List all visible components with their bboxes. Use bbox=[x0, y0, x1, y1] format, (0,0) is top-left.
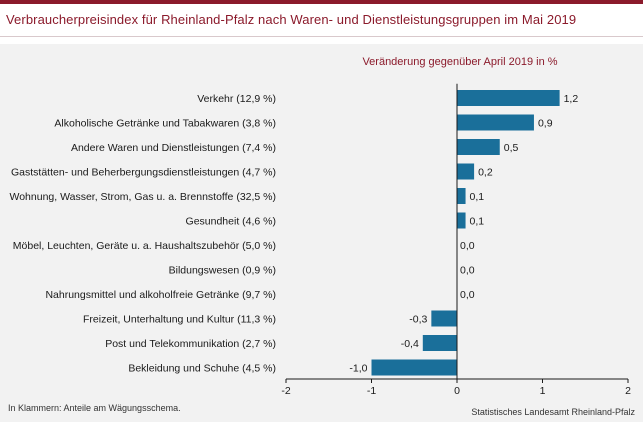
category-label: Möbel, Leuchten, Geräte u. a. Haushaltsz… bbox=[13, 240, 276, 252]
source-note: Statistisches Landesamt Rheinland-Pfalz bbox=[471, 407, 635, 417]
bar bbox=[457, 212, 466, 229]
x-tick-label: -2 bbox=[281, 385, 290, 397]
top-accent-line bbox=[0, 0, 643, 4]
data-label: 0,9 bbox=[538, 118, 553, 130]
chart-subtitle: Veränderung gegenüber April 2019 in % bbox=[362, 56, 558, 68]
data-label: 1,2 bbox=[564, 93, 579, 105]
category-label: Verkehr (12,9 %) bbox=[197, 93, 276, 105]
x-axis: -2 -1 0 1 2 bbox=[281, 83, 631, 397]
category-label: Bildungswesen (0,9 %) bbox=[169, 265, 276, 277]
category-label: Alkoholische Getränke und Tabakwaren (3,… bbox=[54, 118, 276, 130]
footnote: In Klammern: Anteile am Wägungsschema. bbox=[8, 403, 181, 413]
chart-panel bbox=[0, 44, 643, 422]
bar bbox=[457, 139, 500, 155]
x-tick-label: 1 bbox=[540, 385, 546, 397]
bar bbox=[457, 188, 466, 204]
category-label: Freizeit, Unterhaltung und Kultur (11,3 … bbox=[83, 314, 276, 326]
x-tick-label: 0 bbox=[454, 385, 460, 397]
category-label: Wohnung, Wasser, Strom, Gas u. a. Brenns… bbox=[9, 191, 276, 203]
bar bbox=[431, 310, 457, 327]
bar bbox=[457, 114, 534, 131]
data-label: 0,2 bbox=[478, 167, 493, 179]
data-label: 0,5 bbox=[504, 142, 519, 154]
category-label: Post und Telekommunikation (2,7 %) bbox=[105, 338, 276, 350]
category-label: Nahrungsmittel und alkoholfreie Getränke… bbox=[45, 289, 276, 301]
data-label: 0,1 bbox=[470, 191, 485, 203]
data-label: 0,1 bbox=[470, 216, 485, 228]
bar bbox=[457, 163, 475, 180]
data-label: -1,0 bbox=[349, 363, 367, 375]
category-label: Bekleidung und Schuhe (4,5 %) bbox=[128, 363, 276, 375]
category-label: Andere Waren und Dienstleistungen (7,4 %… bbox=[71, 142, 276, 154]
bar bbox=[422, 335, 457, 351]
data-label: 0,0 bbox=[460, 265, 475, 277]
data-label: 0,0 bbox=[460, 289, 475, 301]
data-label: -0,3 bbox=[409, 314, 427, 326]
bar bbox=[371, 359, 457, 376]
bars-layer: Verkehr (12,9 %) 1,2 Alkoholische Getränke… bbox=[9, 90, 578, 376]
bar bbox=[457, 90, 560, 106]
category-label: Gesundheit (4,6 %) bbox=[186, 216, 276, 228]
page-title: Verbraucherpreisindex für Rheinland-Pfal… bbox=[6, 12, 577, 27]
data-label: -0,4 bbox=[401, 338, 419, 350]
title-divider bbox=[0, 36, 643, 37]
x-tick-label: 2 bbox=[625, 385, 631, 397]
category-label: Gaststätten- und Beherbergungsdienstleis… bbox=[11, 167, 276, 179]
x-tick-label: -1 bbox=[367, 385, 376, 397]
data-label: 0,0 bbox=[460, 240, 475, 252]
